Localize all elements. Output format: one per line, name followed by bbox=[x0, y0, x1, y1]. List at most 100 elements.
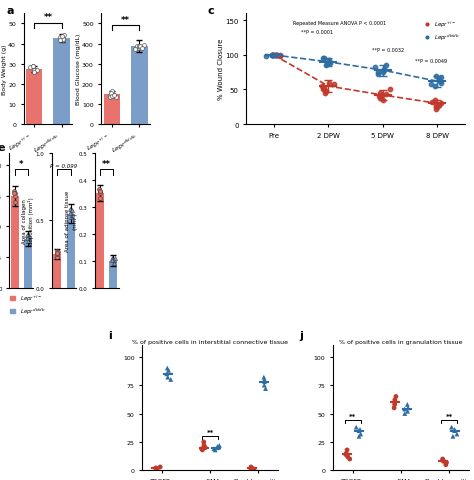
Point bbox=[153, 466, 160, 473]
Point bbox=[138, 45, 146, 52]
Y-axis label: Blood Glucose (mg/dL): Blood Glucose (mg/dL) bbox=[75, 34, 81, 105]
Bar bbox=[103, 95, 120, 125]
Point bbox=[135, 45, 143, 53]
Point bbox=[330, 81, 337, 89]
Y-axis label: Area of adipose tissue
(mm²): Area of adipose tissue (mm²) bbox=[65, 190, 77, 252]
Text: **P = 0.0032: **P = 0.0032 bbox=[372, 48, 404, 53]
Point bbox=[96, 195, 104, 203]
Point bbox=[30, 67, 37, 74]
Point bbox=[199, 446, 206, 454]
Point bbox=[443, 458, 450, 466]
Point bbox=[269, 52, 277, 60]
Bar bbox=[10, 196, 18, 288]
Point bbox=[391, 398, 399, 406]
Point bbox=[214, 444, 222, 452]
Point bbox=[355, 427, 363, 434]
Point bbox=[433, 104, 441, 111]
Point bbox=[23, 235, 31, 242]
Point bbox=[321, 90, 328, 97]
Point bbox=[375, 93, 383, 101]
Bar bbox=[67, 214, 75, 288]
Point bbox=[163, 370, 171, 378]
Point bbox=[96, 188, 104, 195]
Text: *: * bbox=[19, 159, 24, 168]
Point bbox=[392, 393, 400, 400]
Point bbox=[53, 248, 60, 255]
Point bbox=[33, 67, 41, 75]
Point bbox=[377, 90, 384, 97]
Y-axis label: Area of collagen
deposition (mm²): Area of collagen deposition (mm²) bbox=[22, 197, 34, 245]
Text: Repeated Measure ANOVA P < 0.0001: Repeated Measure ANOVA P < 0.0001 bbox=[293, 21, 386, 26]
Text: a: a bbox=[7, 6, 14, 15]
Point bbox=[356, 426, 364, 433]
Point bbox=[110, 93, 118, 100]
Point bbox=[268, 52, 276, 60]
Point bbox=[436, 78, 443, 86]
Point bbox=[382, 62, 389, 70]
Point bbox=[380, 67, 387, 75]
Point bbox=[67, 209, 75, 216]
Point bbox=[435, 102, 442, 110]
Title: % of positive cells in interstitial connective tissue: % of positive cells in interstitial conn… bbox=[132, 339, 288, 344]
Point bbox=[60, 36, 67, 44]
Point bbox=[198, 445, 205, 453]
Point bbox=[29, 63, 36, 71]
Point bbox=[276, 52, 283, 60]
Point bbox=[152, 464, 160, 472]
Y-axis label: Body Weight (g): Body Weight (g) bbox=[2, 45, 7, 95]
Point bbox=[427, 81, 434, 89]
Point bbox=[357, 430, 365, 438]
Bar bbox=[24, 239, 32, 288]
Point bbox=[439, 456, 447, 464]
Point bbox=[432, 72, 439, 80]
Point bbox=[268, 52, 276, 60]
Point bbox=[391, 401, 399, 408]
Point bbox=[404, 404, 412, 412]
Text: **P = 0.0049: **P = 0.0049 bbox=[415, 59, 447, 64]
Point bbox=[109, 255, 116, 263]
Text: **: ** bbox=[102, 159, 111, 168]
Point bbox=[135, 43, 143, 51]
Point bbox=[319, 55, 327, 63]
Point bbox=[109, 92, 117, 100]
Point bbox=[131, 46, 138, 53]
Point bbox=[164, 364, 171, 372]
Point bbox=[250, 466, 258, 473]
Bar bbox=[26, 70, 43, 125]
Point bbox=[95, 186, 103, 193]
Point bbox=[272, 52, 280, 60]
Point bbox=[322, 62, 330, 70]
Point bbox=[11, 190, 18, 197]
Point bbox=[428, 99, 436, 107]
Point bbox=[380, 69, 387, 76]
Point bbox=[322, 88, 330, 96]
Point bbox=[431, 97, 438, 105]
Point bbox=[96, 190, 104, 198]
Point bbox=[136, 44, 144, 51]
Point bbox=[403, 401, 411, 408]
Point bbox=[268, 52, 276, 60]
Point bbox=[271, 52, 278, 60]
Text: **: ** bbox=[121, 16, 130, 25]
Point bbox=[318, 83, 326, 91]
Point bbox=[66, 209, 73, 217]
Point bbox=[382, 91, 390, 98]
Point bbox=[379, 97, 386, 105]
Point bbox=[106, 94, 113, 101]
Point bbox=[109, 257, 116, 264]
Point bbox=[140, 42, 147, 49]
Point bbox=[435, 76, 442, 84]
Text: **: ** bbox=[44, 13, 53, 23]
Point bbox=[269, 52, 277, 60]
Point bbox=[112, 94, 120, 102]
Point bbox=[54, 254, 61, 262]
Point bbox=[153, 466, 161, 473]
Text: i: i bbox=[108, 331, 112, 341]
Point bbox=[164, 373, 172, 381]
Point bbox=[276, 53, 283, 61]
Point bbox=[66, 206, 73, 214]
Point bbox=[214, 443, 221, 450]
Point bbox=[346, 455, 354, 463]
Text: e: e bbox=[0, 143, 5, 153]
Point bbox=[438, 74, 445, 82]
